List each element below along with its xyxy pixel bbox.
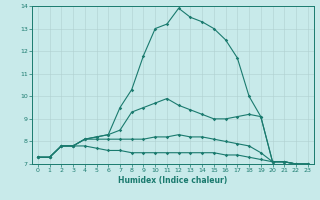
X-axis label: Humidex (Indice chaleur): Humidex (Indice chaleur): [118, 176, 228, 185]
